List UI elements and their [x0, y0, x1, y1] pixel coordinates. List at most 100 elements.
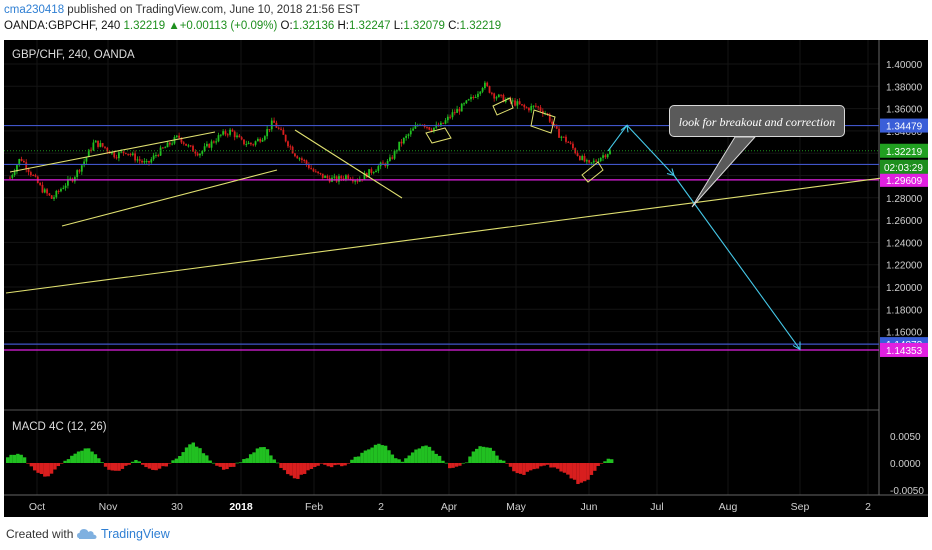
- macd-bar: [279, 463, 283, 468]
- candle-body: [150, 159, 153, 163]
- candle-body: [296, 156, 299, 159]
- tradingview-link[interactable]: TradingView: [101, 527, 170, 541]
- candle-body: [576, 153, 579, 156]
- candle-body: [208, 143, 211, 148]
- candle-body: [29, 172, 32, 176]
- macd-bar: [387, 450, 391, 463]
- macd-bar: [235, 462, 239, 464]
- candle-body: [60, 188, 62, 192]
- candle-body: [467, 99, 470, 101]
- macd-bar: [464, 462, 469, 464]
- time-tick-label: 2018: [229, 501, 253, 513]
- macd-bar: [485, 447, 489, 463]
- candle-body: [518, 101, 521, 105]
- macd-bar: [576, 463, 580, 485]
- macd-title: MACD 4C (12, 26): [12, 421, 107, 433]
- candle-body: [233, 131, 236, 138]
- timer-badge: [880, 159, 928, 174]
- macd-bar: [9, 454, 13, 463]
- candle-body: [386, 160, 389, 167]
- macd-bar: [454, 463, 459, 467]
- low-label: L:: [393, 20, 404, 32]
- macd-bar: [599, 463, 604, 464]
- macd-bar: [593, 463, 597, 471]
- macd-bar: [49, 463, 54, 474]
- candle-body: [569, 142, 572, 144]
- candle-body: [345, 175, 347, 180]
- candle-body: [113, 152, 116, 158]
- candle-body: [217, 135, 220, 142]
- candle-body: [80, 165, 83, 172]
- candle-body: [120, 151, 123, 153]
- annotation-callout[interactable]: look for breakout and correction: [669, 105, 845, 137]
- candle-body: [175, 135, 178, 138]
- macd-bar: [151, 463, 155, 470]
- macd-bar: [43, 463, 47, 477]
- publish-line: cma230418 published on TradingView.com, …: [4, 4, 360, 16]
- candle-body: [159, 147, 162, 156]
- macd-bar: [232, 463, 236, 467]
- candle-body: [97, 140, 99, 147]
- macd-bar: [549, 463, 553, 468]
- candle-body: [493, 93, 496, 99]
- candle-body: [609, 149, 611, 155]
- macd-bar: [495, 455, 499, 463]
- candle-body: [479, 91, 482, 94]
- macd-bar: [100, 462, 104, 463]
- macd-bar: [97, 458, 101, 463]
- author-link[interactable]: cma230418: [4, 4, 65, 16]
- candle-body: [122, 151, 125, 153]
- macd-bar: [444, 462, 449, 464]
- macd-bar: [373, 444, 378, 463]
- candle-body: [414, 125, 417, 129]
- candle-body: [206, 143, 208, 147]
- price-label-text: 1.32219: [886, 147, 923, 158]
- macd-bar: [113, 463, 118, 471]
- macd-bar: [218, 463, 222, 467]
- macd-bar: [522, 463, 526, 475]
- candle-body: [389, 157, 391, 161]
- candle-body: [268, 129, 271, 131]
- price-change: +0.00113 (+0.09%): [179, 20, 278, 32]
- macd-bar: [262, 447, 266, 463]
- candle-body: [319, 172, 322, 174]
- candle-body: [488, 86, 491, 93]
- candle-body: [525, 107, 528, 109]
- projection-arrowhead: [620, 124, 629, 133]
- candle-body: [409, 130, 412, 135]
- candle-body: [196, 153, 199, 156]
- candle-body: [141, 160, 143, 163]
- macd-bar: [579, 463, 584, 483]
- channel-upper-line: [9, 131, 216, 173]
- open-label: O:: [280, 20, 293, 32]
- macd-bar: [488, 447, 492, 463]
- candle-body: [377, 166, 380, 171]
- price-label-badge: [880, 143, 928, 158]
- time-axis[interactable]: Oct Nov 30 2018 Feb 2 Apr May Jun Jul Aug Sep 2: [29, 501, 871, 513]
- price-chart[interactable]: 1.400001.380001.360001.340001.320001.300…: [0, 0, 932, 517]
- macd-bar: [120, 463, 125, 469]
- candle-timer: 02:03:29: [884, 163, 923, 174]
- macd-bar: [296, 463, 300, 479]
- candle-body: [189, 145, 192, 147]
- price-tick-label: 1.18000: [886, 305, 923, 316]
- macd-bar: [225, 463, 229, 470]
- macd-histogram: [6, 442, 614, 485]
- candle-body: [351, 179, 354, 182]
- macd-bar: [529, 463, 533, 471]
- macd-bar: [53, 463, 57, 470]
- candle-body: [229, 129, 231, 135]
- candle-body: [604, 155, 607, 158]
- macd-bar: [198, 448, 202, 463]
- macd-bar: [188, 444, 192, 463]
- macd-bar: [147, 463, 152, 469]
- candle-body: [171, 143, 174, 145]
- candle-body: [548, 114, 551, 122]
- macd-bar: [272, 459, 276, 463]
- candle-body: [393, 150, 396, 159]
- candle-body: [590, 162, 593, 164]
- candle-body: [9, 177, 11, 179]
- price-axis[interactable]: 1.400001.380001.360001.340001.320001.300…: [880, 60, 928, 497]
- time-tick-label: May: [506, 501, 527, 513]
- macd-bar: [299, 463, 303, 475]
